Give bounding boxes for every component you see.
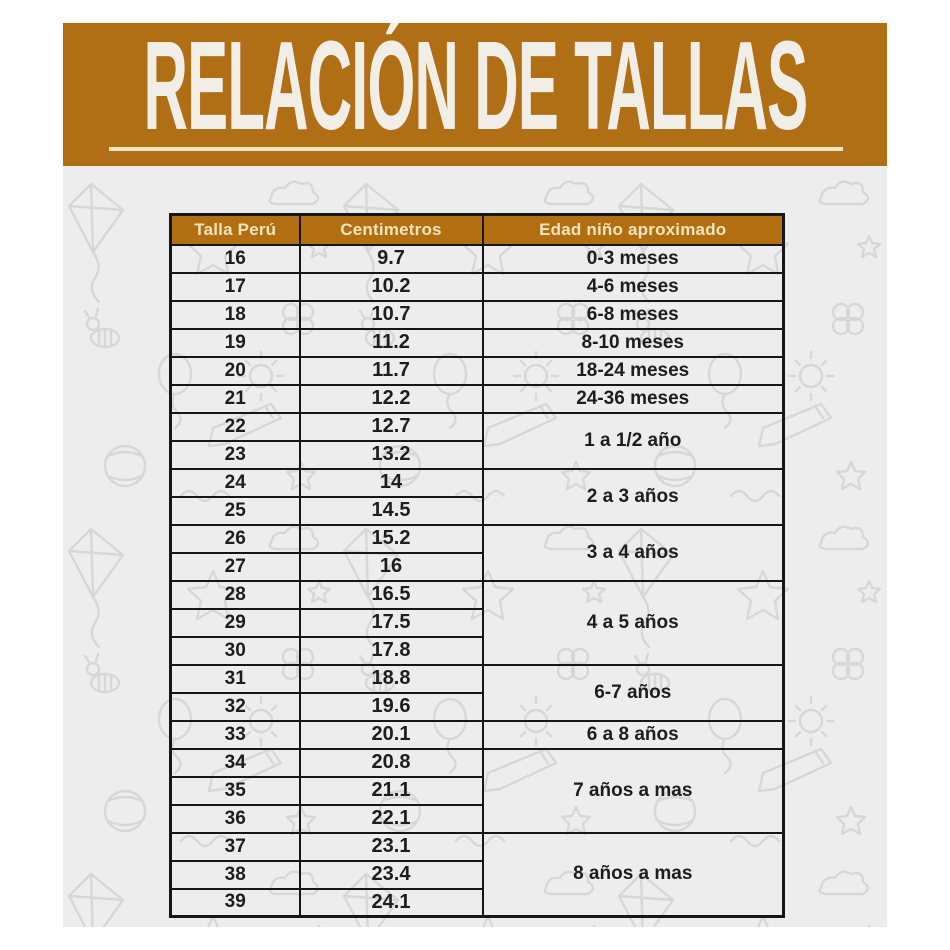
edad-cell: 6-8 meses xyxy=(481,299,785,330)
cm-cell: 13.2 xyxy=(298,439,484,470)
edad-cell: 6 a 8 años xyxy=(481,719,785,750)
talla-cell: 38 xyxy=(169,859,301,890)
talla-cell: 36 xyxy=(169,803,301,834)
table-row: 38 23.4 xyxy=(169,859,784,890)
cm-cell: 22.1 xyxy=(298,803,484,834)
table-row: 24 14 2 a 3 años xyxy=(169,467,785,526)
talla-cell: 24 xyxy=(169,467,301,498)
cm-cell: 15.2 xyxy=(298,523,484,554)
cm-cell: 16 xyxy=(298,551,484,582)
talla-cell: 37 xyxy=(169,831,301,862)
table-row: 39 24.1 xyxy=(169,887,784,918)
cm-cell: 12.2 xyxy=(298,383,484,414)
talla-cell: 39 xyxy=(169,887,301,918)
talla-cell: 17 xyxy=(169,271,301,302)
cm-cell: 14.5 xyxy=(298,495,484,526)
table-row: 27 16 xyxy=(169,551,784,582)
table-row: 29 17.5 xyxy=(169,607,784,638)
cm-cell: 20.8 xyxy=(298,747,484,778)
edad-cell: 6-7 años xyxy=(481,663,785,722)
table-row: 20 11.7 18-24 meses xyxy=(169,355,785,386)
cm-cell: 23.4 xyxy=(298,859,484,890)
edad-cell: 4-6 meses xyxy=(481,271,785,302)
cm-cell: 17.8 xyxy=(298,635,484,666)
doodle-canvas: Talla Perú Centimetros Edad niño aproxim… xyxy=(63,166,887,927)
table-row: 17 10.2 4-6 meses xyxy=(169,271,785,302)
table-row: 33 20.1 6 a 8 años xyxy=(169,719,785,750)
table-row: 31 18.8 6-7 años xyxy=(169,663,785,722)
size-table: Talla Perú Centimetros Edad niño aproxim… xyxy=(169,213,785,918)
cm-cell: 9.7 xyxy=(298,243,484,274)
edad-cell: 24-36 meses xyxy=(481,383,785,414)
header-row: Talla Perú Centimetros Edad niño aproxim… xyxy=(169,213,785,246)
table-row: 22 12.7 1 a 1/2 año xyxy=(169,411,785,470)
talla-cell: 23 xyxy=(169,439,301,470)
table-row: 23 13.2 xyxy=(169,439,784,470)
column-header-edad: Edad niño aproximado xyxy=(481,213,785,246)
talla-cell: 30 xyxy=(169,635,301,666)
cm-cell: 19.6 xyxy=(298,691,484,722)
cm-cell: 24.1 xyxy=(298,887,484,918)
edad-cell: 0-3 meses xyxy=(481,243,785,274)
page-title: RELACIÓN DE TALLAS xyxy=(143,23,808,156)
edad-cell: 8-10 meses xyxy=(481,327,785,358)
talla-cell: 26 xyxy=(169,523,301,554)
table-row: 26 15.2 3 a 4 años xyxy=(169,523,785,582)
cm-cell: 17.5 xyxy=(298,607,484,638)
talla-cell: 20 xyxy=(169,355,301,386)
cm-cell: 10.7 xyxy=(298,299,484,330)
talla-cell: 27 xyxy=(169,551,301,582)
cm-cell: 16.5 xyxy=(298,579,484,610)
table-row: 16 9.7 0-3 meses xyxy=(169,243,785,274)
table-row: 34 20.8 7 años a mas xyxy=(169,747,785,834)
talla-cell: 33 xyxy=(169,719,301,750)
talla-cell: 34 xyxy=(169,747,301,778)
talla-cell: 19 xyxy=(169,327,301,358)
talla-cell: 22 xyxy=(169,411,301,442)
edad-cell: 3 a 4 años xyxy=(481,523,785,582)
column-header-centimetros: Centimetros xyxy=(298,213,484,246)
edad-cell: 18-24 meses xyxy=(481,355,785,386)
edad-cell: 2 a 3 años xyxy=(481,467,785,526)
cm-cell: 14 xyxy=(298,467,484,498)
cm-cell: 11.2 xyxy=(298,327,484,358)
table-row: 36 22.1 xyxy=(169,803,784,834)
table-row: 37 23.1 8 años a mas xyxy=(169,831,785,918)
cm-cell: 23.1 xyxy=(298,831,484,862)
title-underline xyxy=(109,147,843,151)
talla-cell: 32 xyxy=(169,691,301,722)
table-row: 30 17.8 xyxy=(169,635,784,666)
title-banner: RELACIÓN DE TALLAS xyxy=(63,23,887,166)
cm-cell: 12.7 xyxy=(298,411,484,442)
size-table-body: 16 9.7 0-3 meses 17 10.2 4-6 meses 18 10.7 6-8 m… xyxy=(169,243,785,918)
talla-cell: 28 xyxy=(169,579,301,610)
talla-cell: 29 xyxy=(169,607,301,638)
cm-cell: 10.2 xyxy=(298,271,484,302)
edad-cell: 7 años a mas xyxy=(481,747,785,834)
cm-cell: 18.8 xyxy=(298,663,484,694)
table-row: 19 11.2 8-10 meses xyxy=(169,327,785,358)
talla-cell: 31 xyxy=(169,663,301,694)
table-row: 35 21.1 xyxy=(169,775,784,806)
edad-cell: 1 a 1/2 año xyxy=(481,411,785,470)
cm-cell: 20.1 xyxy=(298,719,484,750)
talla-cell: 18 xyxy=(169,299,301,330)
size-table-header: Talla Perú Centimetros Edad niño aproxim… xyxy=(169,213,785,246)
table-row: 21 12.2 24-36 meses xyxy=(169,383,785,414)
talla-cell: 35 xyxy=(169,775,301,806)
talla-cell: 16 xyxy=(169,243,301,274)
talla-cell: 25 xyxy=(169,495,301,526)
cm-cell: 11.7 xyxy=(298,355,484,386)
table-row: 28 16.5 4 a 5 años xyxy=(169,579,785,666)
table-row: 25 14.5 xyxy=(169,495,784,526)
table-row: 32 19.6 xyxy=(169,691,784,722)
column-header-talla-peru: Talla Perú xyxy=(169,213,301,246)
edad-cell: 8 años a mas xyxy=(481,831,785,918)
talla-cell: 21 xyxy=(169,383,301,414)
table-row: 18 10.7 6-8 meses xyxy=(169,299,785,330)
edad-cell: 4 a 5 años xyxy=(481,579,785,666)
cm-cell: 21.1 xyxy=(298,775,484,806)
